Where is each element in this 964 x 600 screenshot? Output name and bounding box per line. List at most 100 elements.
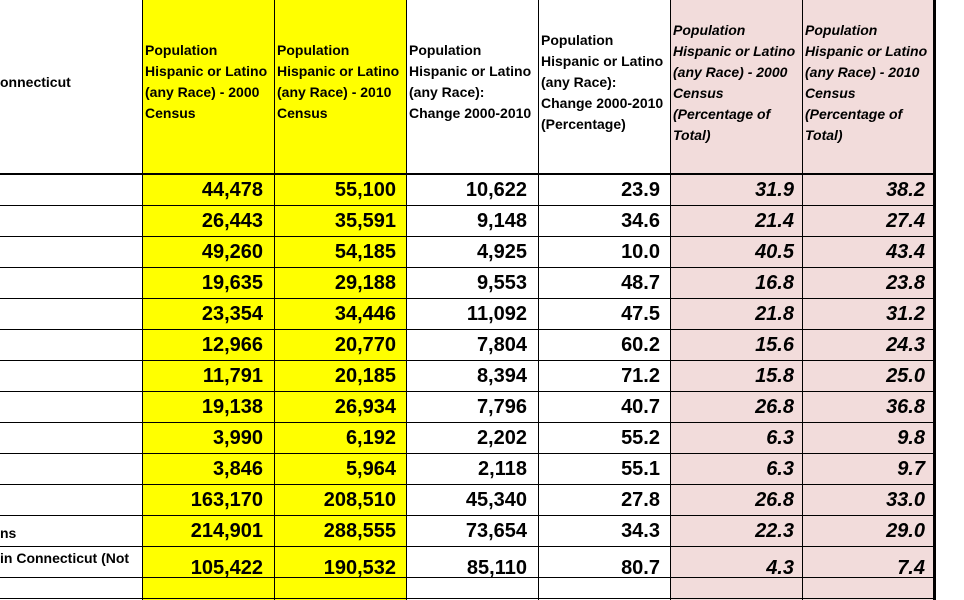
cell-pct2010[interactable]: 31.2 <box>886 303 925 325</box>
row-divider <box>0 484 934 485</box>
cell-pct2010[interactable]: 7.4 <box>897 557 925 579</box>
cell-pct_change[interactable]: 80.7 <box>621 557 660 579</box>
cell-pct2000[interactable]: 26.8 <box>755 489 794 511</box>
cell-pop2010[interactable]: 29,188 <box>334 272 396 294</box>
cell-pct_change[interactable]: 48.7 <box>621 272 660 294</box>
cell-pop2010[interactable]: 55,100 <box>334 179 396 201</box>
cell-pop2000[interactable]: 44,478 <box>201 179 263 201</box>
cell-pct_change[interactable]: 55.2 <box>621 427 660 449</box>
cell-pct_change[interactable]: 34.3 <box>621 520 660 542</box>
cell-pct_change[interactable]: 34.6 <box>621 210 660 232</box>
cell-change[interactable]: 9,148 <box>476 210 527 232</box>
cell-pct_change[interactable]: 55.1 <box>621 458 660 480</box>
cell-pct2000[interactable]: 15.8 <box>755 365 794 387</box>
cell-pct2000[interactable]: 22.3 <box>755 520 794 542</box>
cell-change[interactable]: 45,340 <box>465 489 527 511</box>
column-header-pop2010[interactable]: Population Hispanic or Latino (any Race)… <box>277 42 400 121</box>
cell-pct2010[interactable]: 9.7 <box>897 458 925 480</box>
cell-pop2010[interactable]: 20,770 <box>334 334 396 356</box>
cell-pct2010[interactable]: 29.0 <box>886 520 925 542</box>
row-divider <box>0 298 934 299</box>
cell-pct2000[interactable]: 21.8 <box>755 303 794 325</box>
cell-change[interactable]: 85,110 <box>466 557 527 579</box>
cell-pct_change[interactable]: 27.8 <box>621 489 660 511</box>
row-divider <box>0 546 934 547</box>
row-label[interactable]: ns <box>0 525 17 541</box>
cell-pct2000[interactable]: 6.3 <box>766 427 794 449</box>
column-header-pct_change[interactable]: Population Hispanic or Latino (any Race)… <box>541 32 664 132</box>
row-divider <box>0 453 934 454</box>
cell-pct_change[interactable]: 40.7 <box>621 396 660 418</box>
region-header[interactable]: onnecticut <box>0 74 71 90</box>
cell-pct2000[interactable]: 31.9 <box>755 179 794 201</box>
cell-pop2000[interactable]: 19,138 <box>201 396 263 418</box>
cell-change[interactable]: 2,118 <box>478 458 527 480</box>
column-divider <box>406 0 407 600</box>
cell-pct_change[interactable]: 47.5 <box>621 303 660 325</box>
column-header-change[interactable]: Population Hispanic or Latino (any Race)… <box>409 42 532 121</box>
cell-change[interactable]: 73,654 <box>465 520 527 542</box>
cell-pop2000[interactable]: 3,990 <box>212 427 263 449</box>
row-divider <box>0 422 934 423</box>
cell-pct2010[interactable]: 23.8 <box>886 272 925 294</box>
cell-change[interactable]: 8,394 <box>476 365 527 387</box>
column-divider <box>802 0 803 600</box>
cell-pop2010[interactable]: 190,532 <box>323 557 396 579</box>
cell-change[interactable]: 2,202 <box>476 427 527 449</box>
cell-pct2010[interactable]: 36.8 <box>886 396 925 418</box>
cell-pop2010[interactable]: 20,185 <box>334 365 396 387</box>
cell-pct2000[interactable]: 26.8 <box>755 396 794 418</box>
cell-pct2010[interactable]: 38.2 <box>886 179 925 201</box>
cell-change[interactable]: 7,796 <box>476 396 527 418</box>
cell-pct_change[interactable]: 23.9 <box>621 179 660 201</box>
cell-pct2010[interactable]: 9.8 <box>897 427 925 449</box>
cell-change[interactable]: 7,804 <box>476 334 527 356</box>
cell-pop2010[interactable]: 6,192 <box>345 427 396 449</box>
cell-pop2010[interactable]: 288,555 <box>323 520 396 542</box>
row-divider <box>0 577 934 578</box>
cell-pct2000[interactable]: 40.5 <box>755 241 794 263</box>
cell-pct_change[interactable]: 71.2 <box>621 365 660 387</box>
cell-pct2010[interactable]: 43.4 <box>886 241 925 263</box>
cell-pop2000[interactable]: 163,170 <box>190 489 263 511</box>
cell-pct2010[interactable]: 24.3 <box>886 334 925 356</box>
cell-pct2000[interactable]: 16.8 <box>755 272 794 294</box>
cell-pct_change[interactable]: 10.0 <box>621 241 660 263</box>
cell-pop2000[interactable]: 23,354 <box>201 303 263 325</box>
cell-change[interactable]: 4,925 <box>476 241 527 263</box>
cell-pct_change[interactable]: 60.2 <box>621 334 660 356</box>
cell-pop2000[interactable]: 26,443 <box>201 210 263 232</box>
cell-pop2000[interactable]: 11,791 <box>202 365 263 387</box>
cell-pop2010[interactable]: 54,185 <box>334 241 396 263</box>
cell-pct2000[interactable]: 6.3 <box>766 458 794 480</box>
column-divider <box>670 0 671 600</box>
cell-pop2010[interactable]: 35,591 <box>334 210 396 232</box>
row-divider <box>0 267 934 268</box>
cell-pct2010[interactable]: 33.0 <box>886 489 925 511</box>
row-label[interactable]: in Connecticut (Not <box>0 550 130 566</box>
cell-pct2000[interactable]: 21.4 <box>755 210 794 232</box>
cell-pop2000[interactable]: 12,966 <box>201 334 263 356</box>
cell-pop2000[interactable]: 49,260 <box>201 241 263 263</box>
column-header-pct2010[interactable]: Population Hispanic or Latino (any Race)… <box>805 22 928 143</box>
cell-pop2010[interactable]: 34,446 <box>334 303 396 325</box>
cell-pop2000[interactable]: 105,422 <box>190 557 263 579</box>
cell-change[interactable]: 9,553 <box>476 272 527 294</box>
table-right-border <box>933 0 936 600</box>
cell-pop2000[interactable]: 3,846 <box>212 458 263 480</box>
cell-pct2000[interactable]: 4.3 <box>766 557 794 579</box>
column-header-pop2000[interactable]: Population Hispanic or Latino (any Race)… <box>145 42 268 121</box>
cell-pop2010[interactable]: 5,964 <box>345 458 396 480</box>
cell-pct2010[interactable]: 25.0 <box>886 365 925 387</box>
row-divider <box>0 391 934 392</box>
cell-pop2000[interactable]: 19,635 <box>201 272 263 294</box>
cell-change[interactable]: 10,622 <box>465 179 527 201</box>
cell-pop2000[interactable]: 214,901 <box>190 520 263 542</box>
cell-pop2010[interactable]: 208,510 <box>323 489 396 511</box>
cell-pop2010[interactable]: 26,934 <box>334 396 396 418</box>
cell-pct2000[interactable]: 15.6 <box>755 334 794 356</box>
column-header-pct2000[interactable]: Population Hispanic or Latino (any Race)… <box>673 22 796 143</box>
cell-pct2010[interactable]: 27.4 <box>886 210 925 232</box>
cell-change[interactable]: 11,092 <box>466 303 527 325</box>
